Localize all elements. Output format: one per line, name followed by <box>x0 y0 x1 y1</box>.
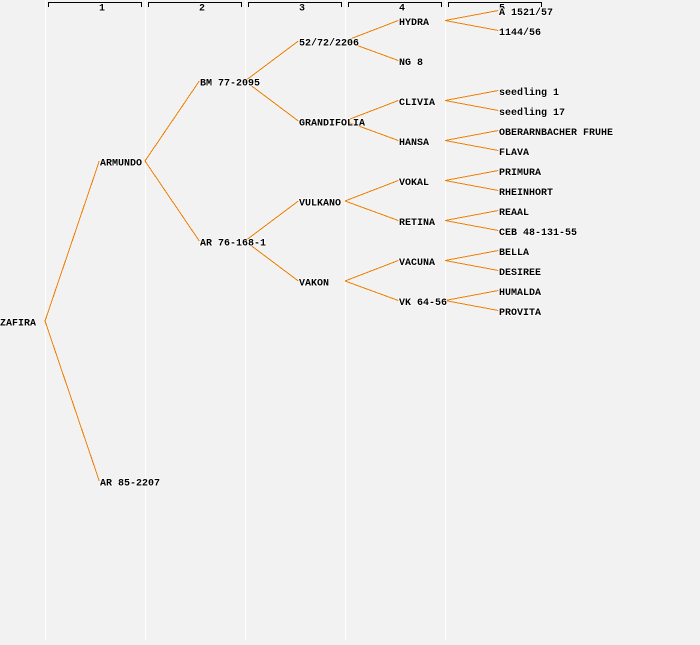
svg-text:CLIVIA: CLIVIA <box>399 98 435 109</box>
svg-text:NG 8: NG 8 <box>399 58 423 69</box>
svg-text:HUMALDA: HUMALDA <box>499 288 541 299</box>
svg-text:VULKANO: VULKANO <box>299 199 341 210</box>
svg-text:1144/56: 1144/56 <box>499 27 541 39</box>
svg-text:52/72/2206: 52/72/2206 <box>299 38 359 50</box>
svg-text:HYDRA: HYDRA <box>399 18 429 29</box>
svg-text:A 1521/57: A 1521/57 <box>499 7 553 19</box>
svg-text:BM 77-2095: BM 77-2095 <box>200 79 260 90</box>
svg-text:REAAL: REAAL <box>499 208 529 219</box>
svg-text:ZAFIRA: ZAFIRA <box>0 319 36 330</box>
svg-text:HANSA: HANSA <box>399 138 429 149</box>
svg-text:VOKAL: VOKAL <box>399 178 429 189</box>
svg-text:AR 76-168-1: AR 76-168-1 <box>200 239 266 250</box>
svg-text:ARMUNDO: ARMUNDO <box>100 159 142 170</box>
svg-text:AR 85-2207: AR 85-2207 <box>100 479 160 490</box>
svg-text:RHEINHORT: RHEINHORT <box>499 188 553 199</box>
svg-text:PROVITA: PROVITA <box>499 308 541 319</box>
svg-text:4: 4 <box>399 4 405 15</box>
svg-text:OBERARNBACHER FRUHE: OBERARNBACHER FRUHE <box>499 128 613 139</box>
svg-text:VACUNA: VACUNA <box>399 258 435 269</box>
svg-text:VK 64-56: VK 64-56 <box>399 298 447 309</box>
svg-text:2: 2 <box>199 4 205 15</box>
svg-text:BELLA: BELLA <box>499 248 529 259</box>
svg-text:seedling 1: seedling 1 <box>499 87 559 99</box>
svg-text:5: 5 <box>499 4 505 15</box>
svg-text:CEB 48-131-55: CEB 48-131-55 <box>499 228 577 239</box>
svg-text:3: 3 <box>299 4 305 15</box>
svg-text:VAKON: VAKON <box>299 279 329 290</box>
svg-text:seedling 17: seedling 17 <box>499 107 565 119</box>
svg-text:RETINA: RETINA <box>399 218 435 229</box>
svg-text:GRANDIFOLIA: GRANDIFOLIA <box>299 119 365 130</box>
svg-text:PRIMURA: PRIMURA <box>499 168 541 179</box>
svg-text:DESIREE: DESIREE <box>499 268 541 279</box>
svg-text:1: 1 <box>99 4 105 15</box>
svg-text:FLAVA: FLAVA <box>499 148 529 159</box>
